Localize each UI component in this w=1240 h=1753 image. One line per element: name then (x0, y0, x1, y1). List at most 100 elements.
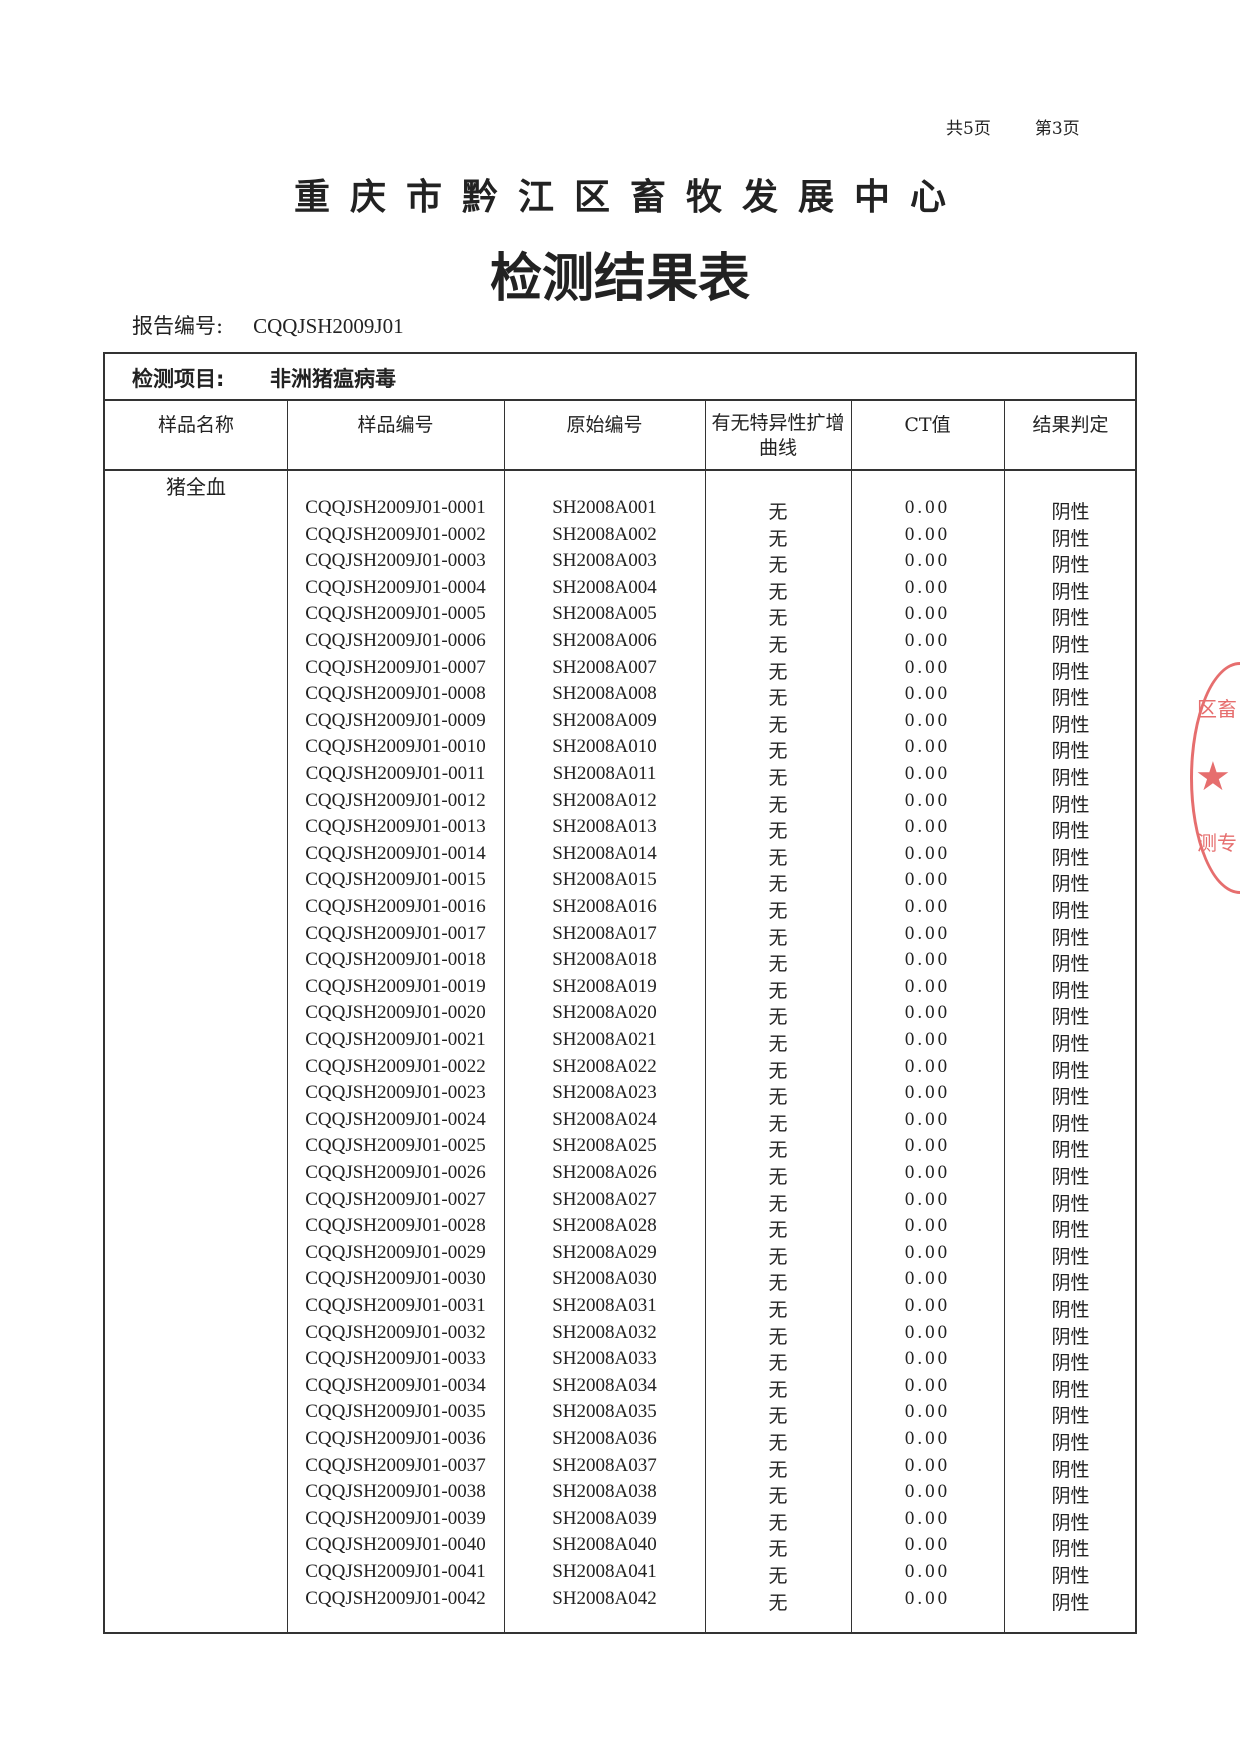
amplification-curve: 无 (768, 1007, 788, 1029)
result: 阴性 (1051, 661, 1090, 683)
amplification-curve: 无 (768, 555, 788, 577)
sample-number: CQQJSH2009J01-0015 (305, 869, 486, 891)
original-number: SH2008A038 (552, 1481, 657, 1503)
result: 阴性 (1051, 1379, 1090, 1401)
sample-number: CQQJSH2009J01-0020 (305, 1002, 486, 1024)
sample-number: CQQJSH2009J01-0027 (305, 1188, 486, 1210)
table-row: CQQJSH2009J01-0023 SH2008A023 无 0.00 阴性 (105, 1082, 1135, 1108)
sample-number: CQQJSH2009J01-0035 (305, 1401, 486, 1423)
table-row: CQQJSH2009J01-0001 SH2008A001 无 0.00 阴性 (105, 497, 1135, 523)
amplification-curve: 无 (768, 1326, 788, 1348)
ct-value: 0.00 (904, 1268, 951, 1290)
amplification-curve: 无 (768, 1193, 788, 1215)
ct-value: 0.00 (904, 736, 951, 758)
result: 阴性 (1051, 1592, 1090, 1614)
ct-value: 0.00 (904, 1135, 951, 1157)
column-divider (1004, 399, 1005, 1632)
table-row: CQQJSH2009J01-0035 SH2008A035 无 0.00 阴性 (105, 1401, 1135, 1427)
result: 阴性 (1051, 1300, 1090, 1321)
original-number: SH2008A037 (552, 1454, 657, 1476)
original-number: SH2008A008 (552, 683, 657, 705)
ct-value: 0.00 (904, 896, 951, 917)
table-row: CQQJSH2009J01-0012 SH2008A012 无 0.00 阴性 (105, 790, 1135, 816)
original-number: SH2008A041 (552, 1561, 657, 1582)
ct-value: 0.00 (904, 1561, 951, 1582)
ct-value: 0.00 (904, 816, 951, 838)
star-icon: ★ (1195, 754, 1231, 800)
result: 阴性 (1051, 821, 1090, 843)
sample-number: CQQJSH2009J01-0030 (305, 1268, 486, 1290)
original-number: SH2008A006 (552, 630, 657, 651)
table-row: CQQJSH2009J01-0005 SH2008A005 无 0.00 阴性 (105, 603, 1135, 629)
table-row: CQQJSH2009J01-0026 SH2008A026 无 0.00 阴性 (105, 1162, 1135, 1188)
ct-value: 0.00 (904, 975, 951, 997)
amplification-curve: 无 (768, 1034, 788, 1055)
sample-number: CQQJSH2009J01-0001 (305, 497, 486, 518)
amplification-curve: 无 (768, 1379, 788, 1401)
sample-number: CQQJSH2009J01-0029 (305, 1241, 486, 1263)
table-row: CQQJSH2009J01-0014 SH2008A014 无 0.00 阴性 (105, 843, 1135, 869)
amplification-curve: 无 (768, 1406, 788, 1428)
original-number: SH2008A005 (552, 603, 657, 625)
table-row: CQQJSH2009J01-0036 SH2008A036 无 0.00 阴性 (105, 1428, 1135, 1454)
ct-value: 0.00 (904, 497, 951, 518)
amplification-curve: 无 (768, 847, 788, 869)
sample-number: CQQJSH2009J01-0005 (305, 603, 486, 625)
result: 阴性 (1051, 1087, 1090, 1109)
ct-value: 0.00 (904, 1587, 951, 1609)
amplification-curve: 无 (768, 794, 788, 816)
amplification-curve: 无 (768, 1512, 788, 1534)
result: 阴性 (1051, 874, 1090, 896)
original-number: SH2008A036 (552, 1428, 657, 1449)
ct-value: 0.00 (904, 1188, 951, 1210)
ct-value: 0.00 (904, 603, 951, 625)
ct-value: 0.00 (904, 842, 951, 864)
sample-number: CQQJSH2009J01-0025 (305, 1135, 486, 1157)
result: 阴性 (1051, 980, 1090, 1002)
ct-value: 0.00 (904, 1428, 951, 1449)
amplification-curve: 无 (768, 1273, 788, 1295)
result: 阴性 (1051, 954, 1090, 976)
original-number: SH2008A012 (552, 789, 657, 811)
table-row: CQQJSH2009J01-0033 SH2008A033 无 0.00 阴性 (105, 1348, 1135, 1374)
original-number: SH2008A003 (552, 550, 657, 572)
header-amplification-curve: 有无特异性扩增曲线 (711, 412, 845, 459)
original-number: SH2008A004 (552, 576, 657, 598)
sample-number: CQQJSH2009J01-0014 (305, 842, 486, 864)
result: 阴性 (1051, 1459, 1090, 1481)
result: 阴性 (1051, 768, 1090, 789)
ct-value: 0.00 (904, 869, 951, 891)
table-row: CQQJSH2009J01-0029 SH2008A029 无 0.00 阴性 (105, 1242, 1135, 1268)
header-sample-name: 样品名称 (157, 414, 234, 436)
amplification-curve: 无 (768, 1592, 788, 1614)
table-row: CQQJSH2009J01-0024 SH2008A024 无 0.00 阴性 (105, 1109, 1135, 1135)
table-row: CQQJSH2009J01-0025 SH2008A025 无 0.00 阴性 (105, 1135, 1135, 1161)
result: 阴性 (1051, 901, 1090, 922)
result: 阴性 (1051, 1566, 1090, 1587)
table-row: CQQJSH2009J01-0004 SH2008A004 无 0.00 阴性 (105, 577, 1135, 603)
sample-number: CQQJSH2009J01-0040 (305, 1534, 486, 1556)
sample-number: CQQJSH2009J01-0007 (305, 656, 486, 678)
official-seal: 区畜 ★ 测专 (1190, 662, 1240, 894)
amplification-curve: 无 (768, 874, 788, 896)
original-number: SH2008A016 (552, 896, 657, 917)
table-row: CQQJSH2009J01-0017 SH2008A017 无 0.00 阴性 (105, 923, 1135, 949)
amplification-curve: 无 (768, 1300, 788, 1321)
test-item-value: 非洲猪瘟病毒 (270, 367, 396, 391)
original-number: SH2008A029 (552, 1241, 657, 1263)
sample-number: CQQJSH2009J01-0003 (305, 550, 486, 572)
result: 阴性 (1051, 741, 1090, 763)
amplification-curve: 无 (768, 714, 788, 736)
amplification-curve: 无 (768, 1459, 788, 1481)
column-divider (287, 399, 288, 1632)
ct-value: 0.00 (904, 576, 951, 598)
total-pages: 共5页 (946, 119, 991, 139)
sample-name-cell: 猪全血 (166, 475, 226, 499)
table-row: CQQJSH2009J01-0039 SH2008A039 无 0.00 阴性 (105, 1508, 1135, 1534)
table-row: CQQJSH2009J01-0038 SH2008A038 无 0.00 阴性 (105, 1481, 1135, 1507)
amplification-curve: 无 (768, 1167, 788, 1188)
amplification-curve: 无 (768, 608, 788, 630)
sample-number: CQQJSH2009J01-0012 (305, 789, 486, 811)
amplification-curve: 无 (768, 901, 788, 922)
amplification-curve: 无 (768, 1220, 788, 1242)
